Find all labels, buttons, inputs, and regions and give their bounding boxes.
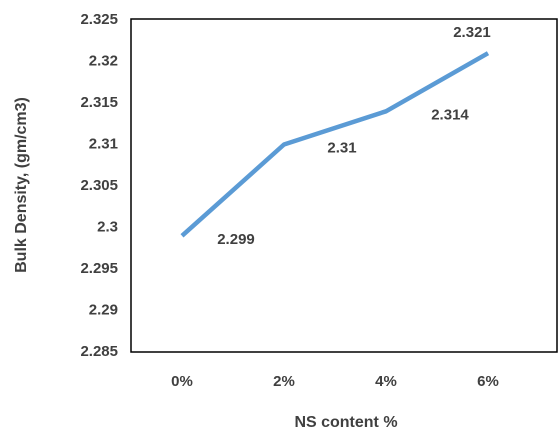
data-label: 2.314 (431, 106, 469, 123)
y-tick-label: 2.285 (80, 343, 118, 360)
y-tick-label: 2.315 (80, 94, 118, 111)
line-series (180, 51, 490, 238)
x-tick-label: 2% (273, 373, 295, 390)
plot-frame (130, 18, 558, 353)
y-tick-label: 2.32 (89, 52, 118, 69)
y-tick-label: 2.29 (89, 301, 118, 318)
y-tick-label: 2.295 (80, 260, 118, 277)
y-axis-title: Bulk Density, (gm/cm3) (13, 97, 30, 273)
y-tick-label: 2.3 (97, 218, 118, 235)
data-label: 2.321 (453, 24, 491, 41)
x-tick-label: 0% (171, 373, 193, 390)
y-tick-label: 2.305 (80, 177, 118, 194)
x-tick-label: 6% (477, 373, 499, 390)
x-tick-label: 4% (375, 373, 397, 390)
data-label: 2.299 (217, 231, 255, 248)
y-tick-label: 2.31 (89, 135, 118, 152)
y-tick-label: 2.325 (80, 11, 118, 28)
x-axis-title: NS content % (294, 414, 397, 431)
data-label: 2.31 (327, 139, 356, 156)
